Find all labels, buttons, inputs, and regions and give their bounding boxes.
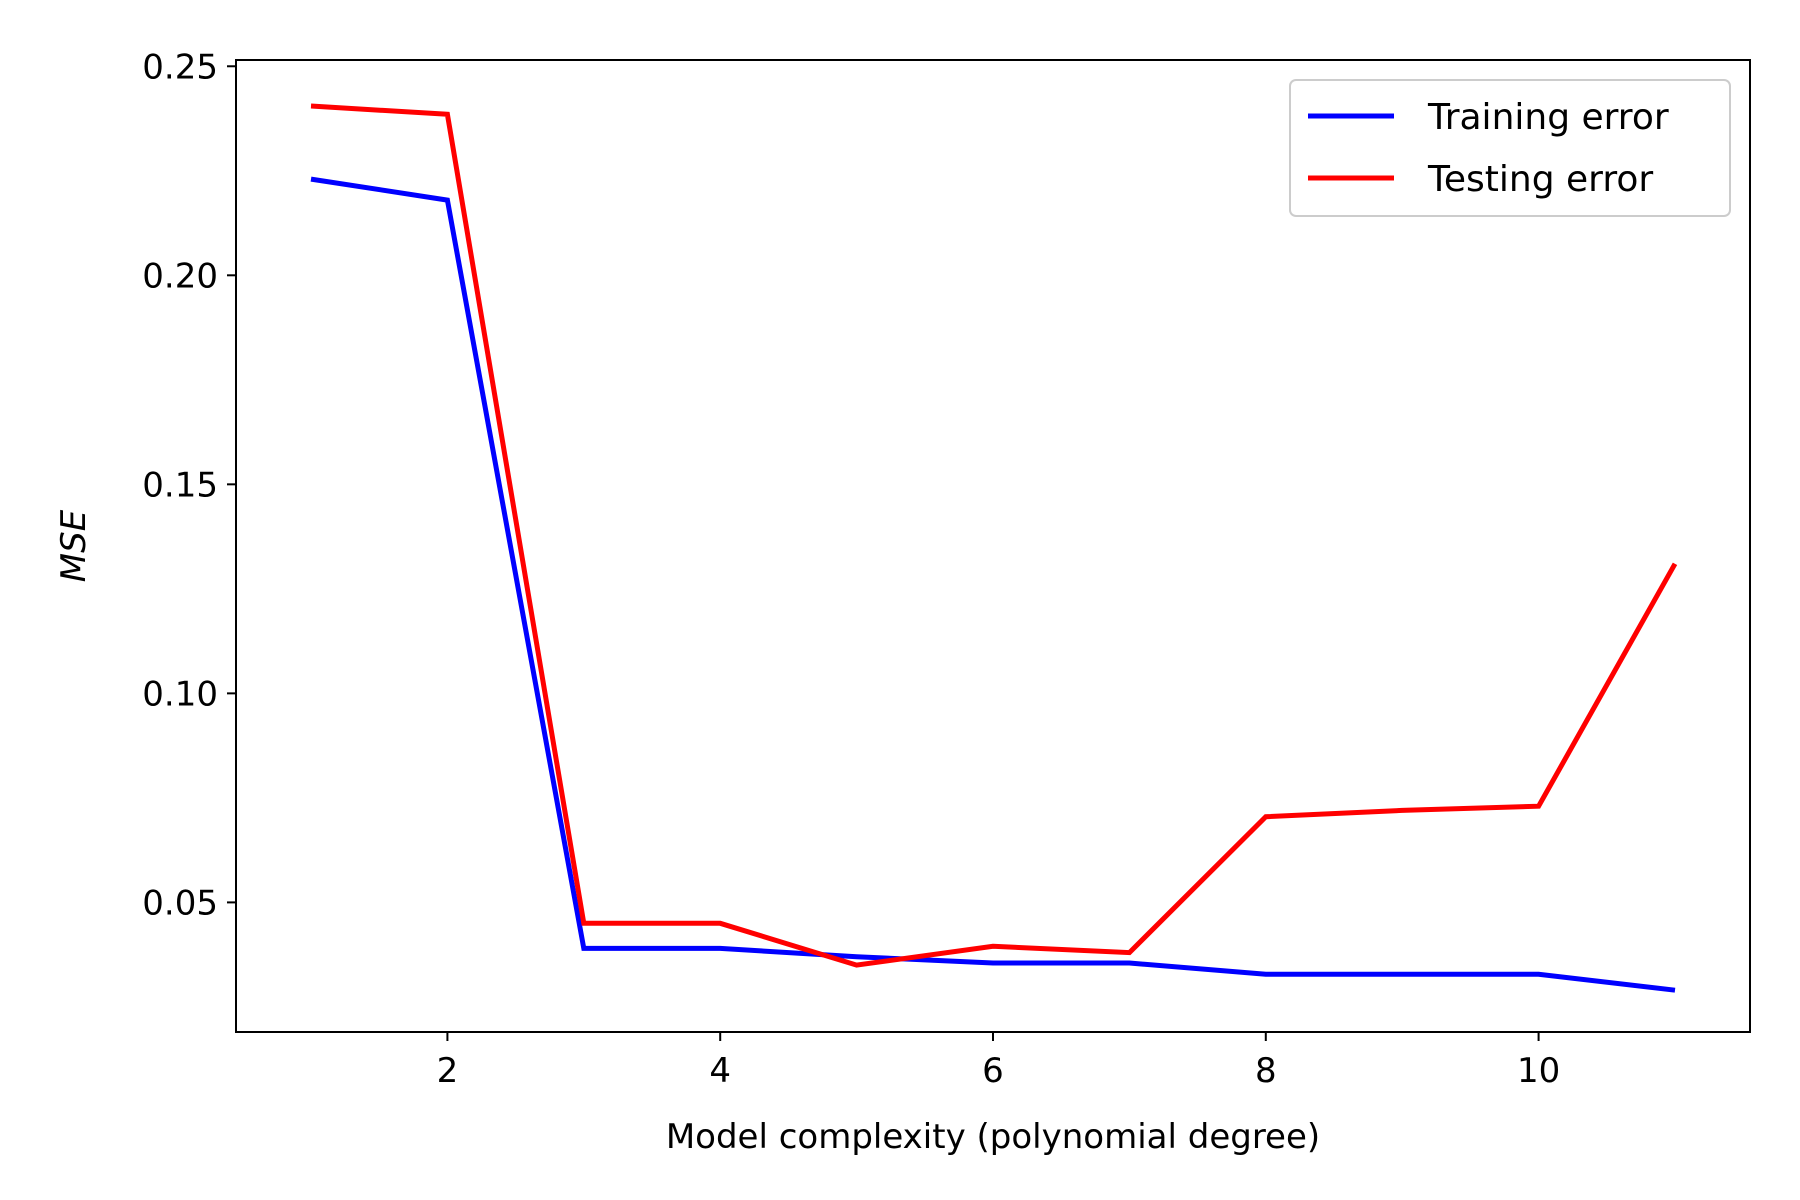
x-tick-label: 4 [709,1051,731,1091]
x-tick-label: 8 [1255,1051,1277,1091]
x-tick-label: 10 [1517,1051,1560,1091]
y-axis-label: MSE [54,509,94,582]
y-tick-label: 0.25 [142,47,218,87]
y-tick-label: 0.05 [142,883,218,923]
x-tick-label: 6 [982,1051,1004,1091]
x-axis-label: Model complexity (polynomial degree) [666,1117,1320,1157]
x-tick-label: 2 [437,1051,459,1091]
y-tick-label: 0.15 [142,465,218,505]
legend-label-training-error: Training error [1427,97,1669,138]
series-line-training-error [310,176,1676,993]
legend: Training error Testing error [1289,79,1731,217]
series-layer [310,103,1678,993]
legend-box [1289,79,1731,217]
y-tick-label: 0.10 [142,674,218,714]
legend-label-testing-error: Testing error [1427,159,1653,200]
axes-layer: 2 4 6 8 10 0.05 0.10 0.15 0.20 0.25 [142,47,1751,1091]
y-tick-label: 0.20 [142,256,218,296]
series-line-testing-error [310,103,1678,968]
